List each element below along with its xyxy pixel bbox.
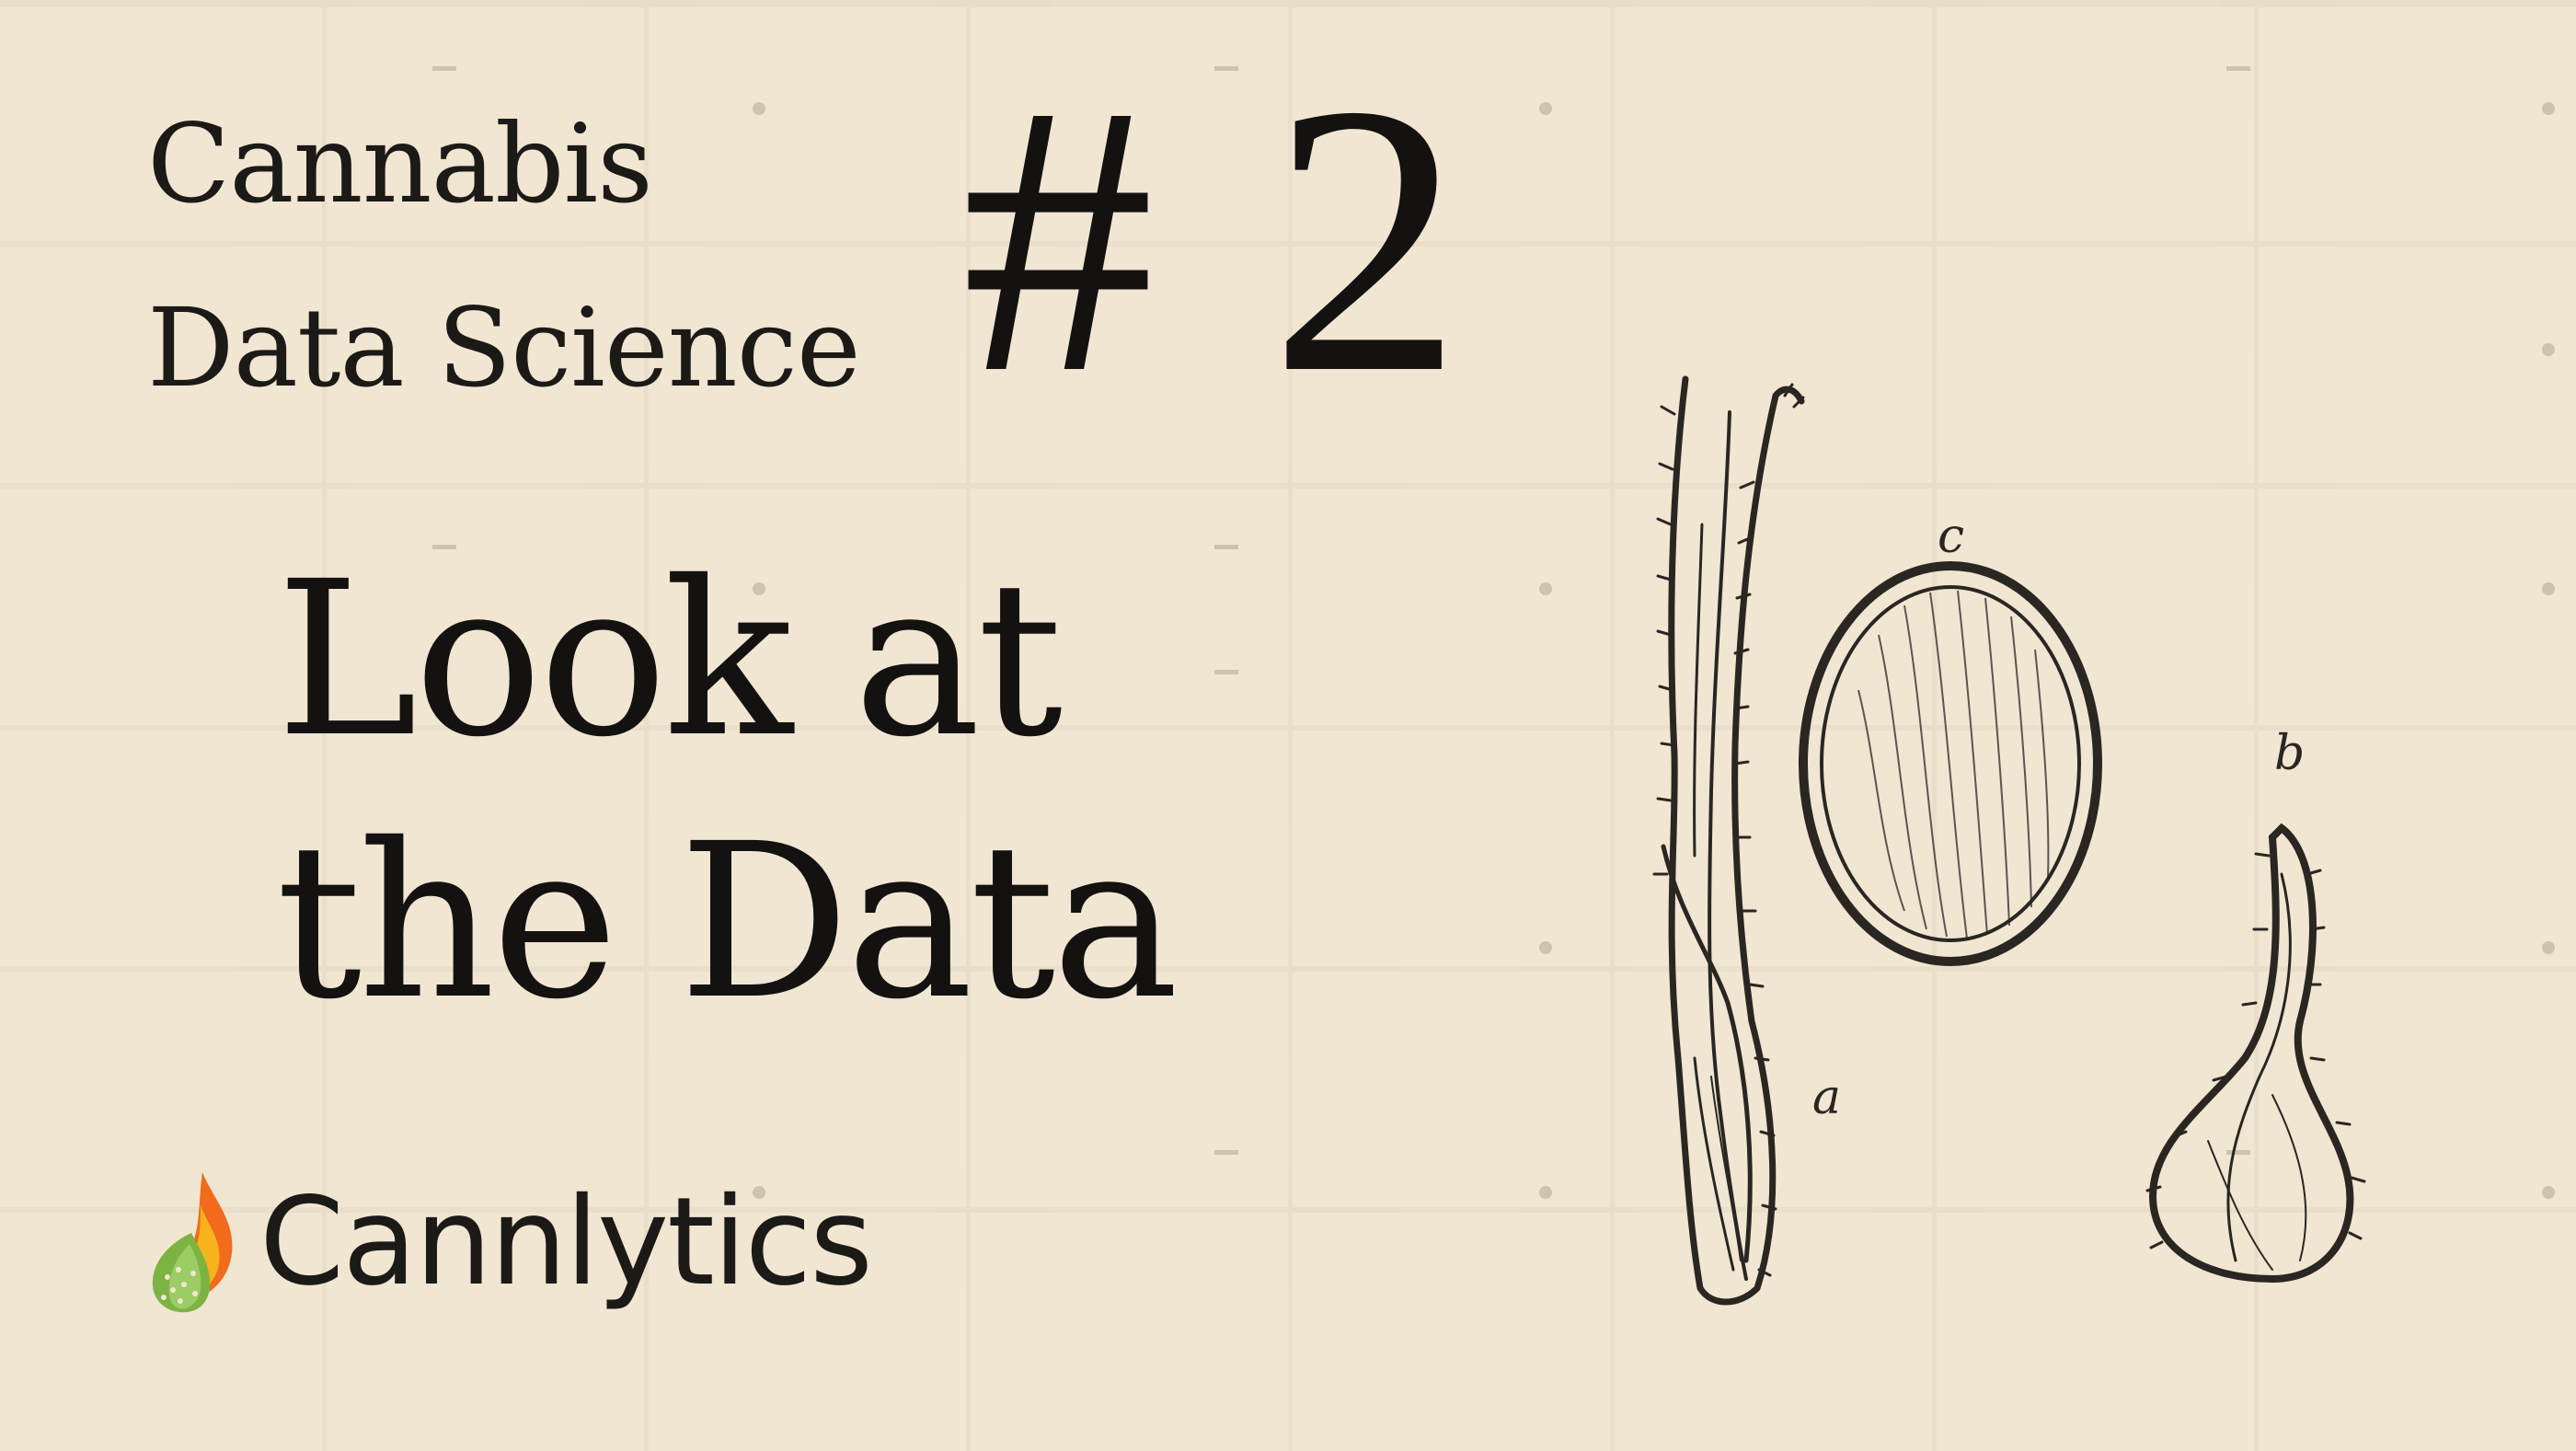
headline-line-2: the Data (276, 798, 1179, 1046)
episode-number: # 2 (961, 25, 1472, 453)
figure-label-c: c (1938, 509, 1964, 564)
series-title: Cannabis Data Science (147, 72, 861, 440)
headline: Look at the Data (276, 529, 1179, 1054)
cannabis-seed-engraving-icon: a c (1652, 375, 2366, 1306)
seed-figure-c (1799, 561, 2102, 966)
brand-name: Cannlytics (259, 1171, 873, 1313)
series-title-line-2: Data Science (147, 284, 861, 411)
brand-lockup: Cannlytics (147, 1169, 873, 1316)
headline-line-1: Look at (276, 535, 1063, 784)
seed-figure-b (2145, 823, 2366, 1284)
figure-label-b: b (2274, 726, 2305, 781)
figure-label-a: a (1812, 1070, 1841, 1125)
bract-figure-a (1652, 375, 1805, 1306)
flame-leaf-logo-icon (152, 1172, 233, 1313)
series-title-line-1: Cannabis (147, 100, 653, 227)
